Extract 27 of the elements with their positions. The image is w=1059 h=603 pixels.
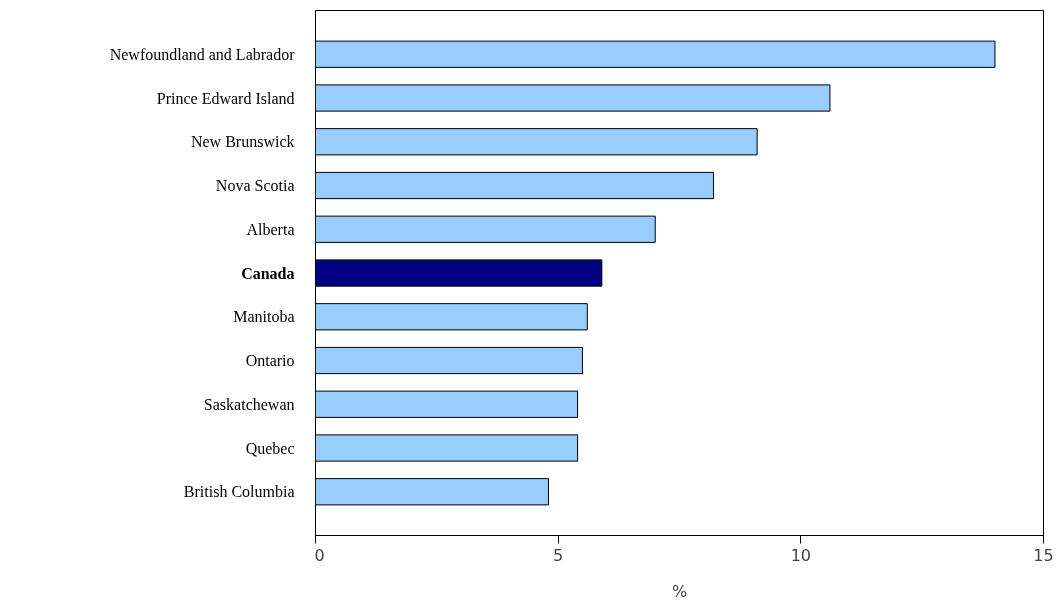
y-tick-label: Ontario	[245, 352, 295, 369]
y-tick-label: Prince Edward Island	[156, 89, 295, 107]
x-axis-title: %	[671, 581, 688, 601]
bar	[315, 346, 583, 375]
x-tick-label: 10	[790, 545, 812, 565]
y-tick-label: Newfoundland and Labrador	[109, 45, 296, 63]
bar	[315, 40, 996, 68]
bar	[315, 171, 714, 200]
bar	[315, 215, 656, 243]
y-tick-label: New Brunswick	[190, 133, 295, 151]
x-tick-label: 5	[553, 545, 564, 565]
y-tick-label: Manitoba	[233, 308, 295, 326]
y-tick-label: Nova Scotia	[215, 177, 295, 194]
bar	[315, 478, 549, 506]
bar	[315, 390, 579, 418]
x-tick-label: 15	[1033, 545, 1054, 565]
bar	[315, 434, 579, 462]
bar	[315, 303, 588, 331]
y-tick-label: Alberta	[246, 220, 295, 238]
y-tick-label: Quebec	[245, 439, 295, 457]
x-tick-label: 0	[314, 545, 325, 565]
bar	[315, 259, 603, 287]
bar	[315, 128, 758, 156]
y-tick-label: Saskatchewan	[203, 395, 295, 413]
y-tick-label: Canada	[241, 264, 295, 282]
y-tick-label: British Columbia	[183, 483, 295, 501]
bar	[315, 84, 831, 112]
